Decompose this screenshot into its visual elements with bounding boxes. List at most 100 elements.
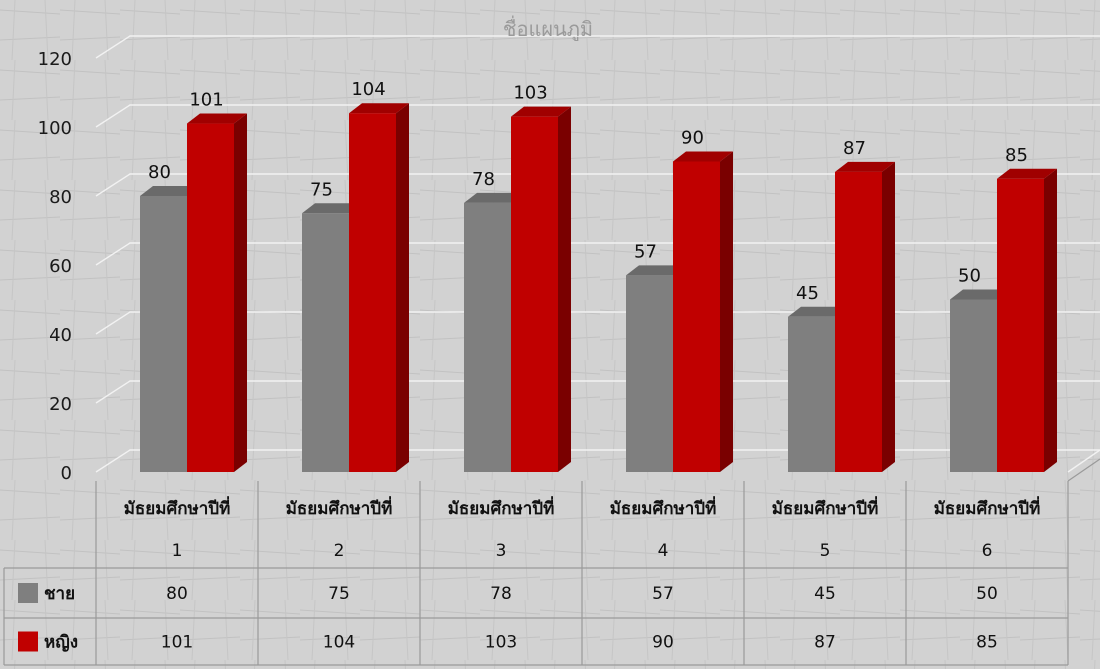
bar-top (835, 161, 895, 172)
table-cell: 104 (323, 633, 355, 653)
data-label: 87 (843, 138, 866, 159)
legend-label: หญิง (44, 633, 78, 653)
y-tick-label: 60 (49, 256, 72, 277)
bar-side (720, 151, 733, 472)
category-number: 5 (820, 541, 831, 561)
data-labels: 80 101 75 104 78 103 57 90 45 87 50 85 (148, 79, 1028, 304)
y-tick-label: 80 (49, 187, 72, 208)
category-label: มัธยมศึกษาปีที่ (772, 496, 879, 519)
table-cell: 80 (166, 584, 188, 604)
gridline (95, 311, 1100, 335)
data-label: 78 (472, 169, 495, 190)
bar-side (558, 106, 571, 473)
bar-front (950, 299, 997, 472)
chart-title: ชื่อแผนภูมิ (503, 15, 593, 42)
table-line (1067, 458, 1100, 482)
bar-side (882, 161, 895, 472)
y-tick-label: 0 (61, 463, 72, 484)
table-cell: 45 (814, 584, 836, 604)
bar-side (1044, 168, 1057, 472)
bar-female (673, 151, 733, 472)
table-cell: 85 (976, 633, 998, 653)
bar-top (626, 265, 686, 276)
data-label: 101 (189, 90, 223, 111)
bar-front (140, 196, 187, 472)
legend-key-female (18, 631, 38, 652)
data-label: 57 (634, 241, 657, 262)
gridlines (95, 35, 1100, 473)
gridline (95, 35, 1100, 59)
table-cell: 87 (814, 633, 836, 653)
bar-front (997, 178, 1044, 472)
category-number: 2 (334, 541, 345, 561)
bar-side (396, 103, 409, 472)
bar-female (835, 161, 895, 472)
y-axis: 0 20 40 60 80 100 120 (38, 49, 72, 484)
y-tick-label: 40 (49, 325, 72, 346)
bar-top (140, 186, 200, 196)
data-label: 75 (310, 179, 333, 200)
bar-front (464, 202, 511, 472)
table-cell: 78 (490, 584, 512, 604)
bar-top (187, 113, 247, 124)
data-label: 45 (796, 283, 819, 304)
bar-top (997, 168, 1057, 179)
category-number: 4 (658, 541, 669, 561)
bar-top (511, 106, 571, 117)
gridline (95, 242, 1100, 266)
category-label: มัธยมศึกษาปีที่ (610, 496, 717, 519)
table-cell: 75 (328, 584, 350, 604)
gridline (95, 104, 1100, 128)
bar-front (302, 213, 349, 472)
bar-front (788, 316, 835, 472)
data-table: มัธยมศึกษาปีที่ 1 มัธยมศึกษาปีที่ 2 มัธยมศึก… (3, 458, 1100, 666)
y-tick-label: 120 (38, 49, 72, 70)
category-label: มัธยมศึกษาปีที่ (448, 496, 555, 519)
floor-edge (1067, 449, 1100, 473)
bar-female (349, 103, 409, 472)
bar-front (187, 123, 234, 473)
table-cell: 101 (161, 633, 193, 653)
gridline (95, 173, 1100, 197)
bar-female (187, 113, 247, 473)
bar-top (349, 103, 409, 114)
category-label: มัธยมศึกษาปีที่ (286, 496, 393, 519)
bar-front (511, 116, 558, 473)
legend-key-male (18, 583, 38, 603)
bar-top (302, 203, 362, 214)
table-cell: 50 (976, 584, 998, 604)
data-label: 80 (148, 162, 171, 183)
data-label: 104 (351, 79, 385, 100)
bar-female (511, 106, 571, 473)
table-cell: 90 (652, 633, 674, 653)
bar-top (788, 306, 848, 317)
legend-label: ชาย (44, 584, 75, 604)
category-label: มัธยมศึกษาปีที่ (124, 496, 231, 519)
data-label: 103 (513, 83, 547, 104)
bar-front (835, 171, 882, 472)
table-cell: 57 (652, 584, 674, 604)
bar-top (464, 192, 524, 203)
table-cell: 103 (485, 633, 517, 653)
category-number: 3 (496, 541, 507, 561)
bar-front (349, 113, 396, 472)
bar-front (626, 275, 673, 472)
bars (140, 103, 1057, 473)
data-label: 85 (1005, 145, 1028, 166)
y-tick-label: 20 (49, 394, 72, 415)
gridline (95, 449, 1100, 473)
category-number: 1 (172, 541, 183, 561)
bar-front (673, 161, 720, 472)
category-label: มัธยมศึกษาปีที่ (934, 496, 1041, 519)
bar-top (673, 151, 733, 162)
y-tick-label: 100 (38, 118, 72, 139)
bar-top (950, 289, 1010, 300)
category-number: 6 (982, 541, 993, 561)
data-label: 90 (681, 128, 704, 149)
gridline (95, 380, 1100, 404)
bar-side (234, 113, 247, 473)
bar-female (997, 168, 1057, 472)
data-label: 50 (958, 266, 981, 287)
